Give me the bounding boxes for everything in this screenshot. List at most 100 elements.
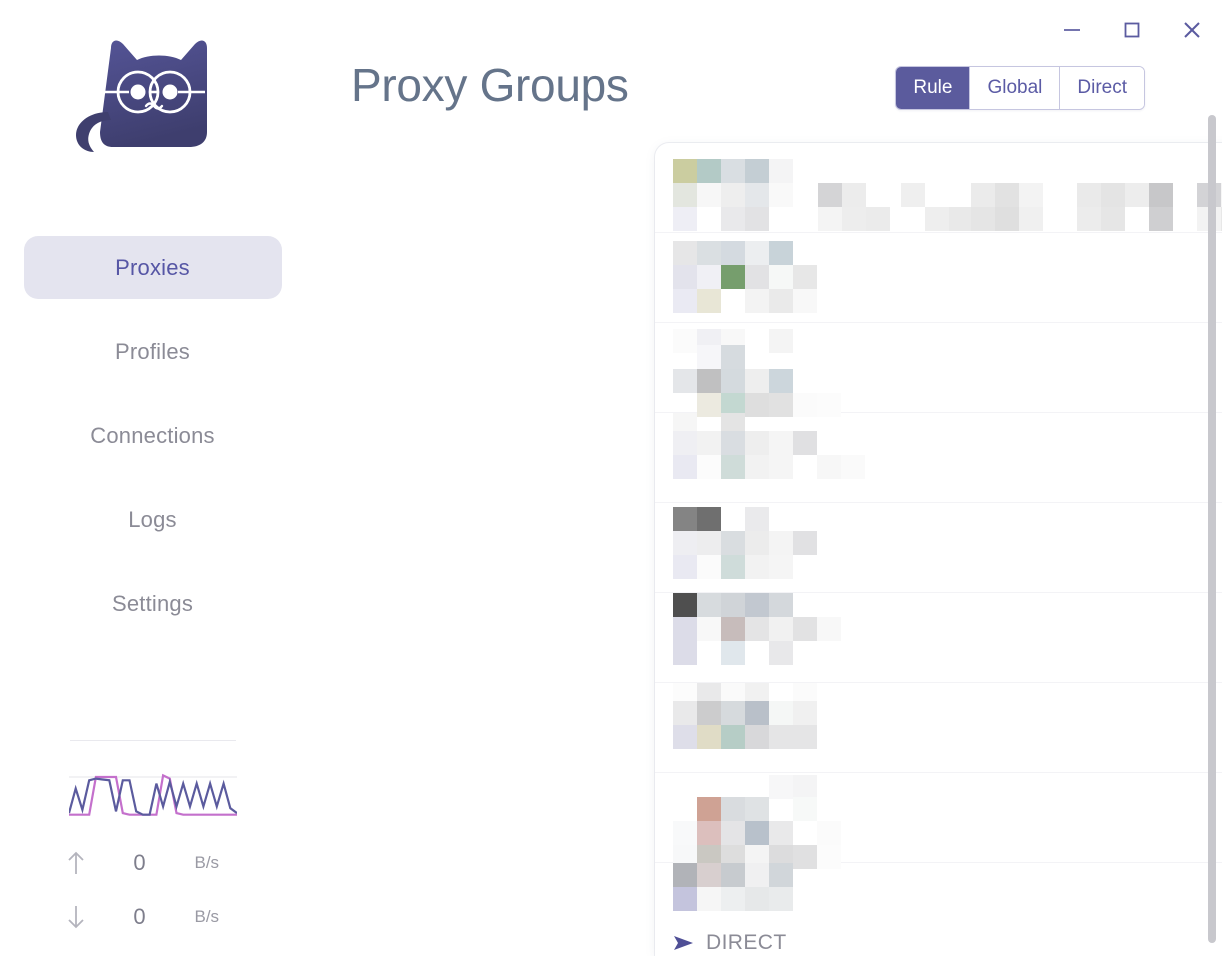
mosaic-block bbox=[697, 797, 721, 821]
mosaic-block bbox=[721, 555, 745, 579]
proxy-group-row[interactable] bbox=[655, 323, 1222, 417]
mosaic-block bbox=[745, 159, 769, 183]
scrollbar-thumb[interactable] bbox=[1208, 115, 1216, 943]
mosaic-block bbox=[697, 725, 721, 749]
upload-speed-unit: B/s bbox=[194, 853, 220, 872]
mosaic-block bbox=[673, 159, 697, 183]
mosaic-block bbox=[866, 207, 890, 231]
mosaic-block bbox=[745, 887, 769, 911]
mosaic-block bbox=[673, 593, 697, 617]
sidebar-item-proxies[interactable]: Proxies bbox=[23, 236, 282, 299]
mosaic-block bbox=[673, 863, 697, 887]
mosaic-block bbox=[769, 393, 793, 417]
mosaic-block bbox=[673, 455, 697, 479]
close-button[interactable] bbox=[1162, 0, 1222, 60]
mosaic-block bbox=[721, 531, 745, 555]
mosaic-block bbox=[745, 863, 769, 887]
mosaic-block bbox=[1101, 183, 1125, 207]
sidebar-item-logs[interactable]: Logs bbox=[24, 488, 282, 551]
mosaic-block bbox=[971, 207, 995, 231]
mosaic-block bbox=[721, 617, 745, 641]
mosaic-block bbox=[769, 725, 793, 749]
proxy-group-row[interactable] bbox=[655, 503, 1222, 593]
proxy-node-direct[interactable]: DIRECT bbox=[673, 931, 787, 955]
proxy-group-row[interactable] bbox=[655, 413, 1222, 503]
download-speed-value: 0 bbox=[133, 904, 146, 929]
mode-button-global[interactable]: Global bbox=[969, 67, 1060, 109]
mode-button-direct[interactable]: Direct bbox=[1059, 67, 1144, 109]
mosaic-block bbox=[673, 725, 697, 749]
clash-cat-logo-icon bbox=[53, 20, 253, 225]
proxy-node-label: DIRECT bbox=[706, 931, 787, 954]
mosaic-block bbox=[697, 431, 721, 455]
mosaic-block bbox=[745, 507, 769, 531]
mosaic-block bbox=[1101, 207, 1125, 231]
proxy-group-row[interactable] bbox=[655, 233, 1222, 323]
redacted-group-name bbox=[673, 233, 1222, 323]
mosaic-block bbox=[697, 159, 721, 183]
mosaic-block bbox=[769, 369, 793, 393]
proxy-group-row[interactable] bbox=[655, 773, 1222, 869]
mosaic-block bbox=[793, 393, 817, 417]
proxy-group-row[interactable]: DIRECT bbox=[655, 863, 1222, 955]
mosaic-block bbox=[697, 617, 721, 641]
sidebar-item-label: Logs bbox=[128, 506, 177, 532]
mosaic-block bbox=[673, 887, 697, 911]
mosaic-block bbox=[745, 369, 769, 393]
sidebar-item-label: Settings bbox=[111, 590, 194, 616]
mosaic-block bbox=[673, 329, 697, 353]
mosaic-block bbox=[925, 207, 949, 231]
proxy-group-row[interactable] bbox=[655, 683, 1222, 773]
mosaic-block bbox=[769, 265, 793, 289]
arrow-down-icon bbox=[53, 903, 99, 931]
mosaic-block bbox=[817, 617, 841, 641]
mosaic-block bbox=[721, 887, 745, 911]
vertical-scrollbar[interactable] bbox=[1208, 115, 1216, 945]
mode-button-rule[interactable]: Rule bbox=[896, 67, 970, 109]
sidebar-item-profiles[interactable]: Profiles bbox=[24, 320, 282, 383]
mosaic-block bbox=[745, 821, 769, 845]
mosaic-block bbox=[841, 455, 865, 479]
mosaic-block bbox=[1077, 207, 1101, 231]
sidebar-item-label: Proxies bbox=[115, 254, 190, 280]
mosaic-block bbox=[697, 393, 721, 417]
mosaic-block bbox=[745, 241, 769, 265]
sidebar-item-label: Connections bbox=[90, 422, 215, 448]
proxy-group-list[interactable]: DIRECT bbox=[655, 143, 1222, 956]
mosaic-block bbox=[769, 159, 793, 183]
redacted-group-name bbox=[673, 593, 1222, 683]
sidebar-item-settings[interactable]: Settings bbox=[24, 572, 282, 635]
sidebar-item-connections[interactable]: Connections bbox=[24, 404, 282, 467]
proxy-group-row[interactable] bbox=[655, 143, 1222, 233]
mosaic-block bbox=[721, 265, 745, 289]
mosaic-block bbox=[673, 289, 697, 313]
mosaic-block bbox=[793, 775, 817, 799]
mosaic-block bbox=[697, 183, 721, 207]
minimize-button[interactable] bbox=[1042, 0, 1102, 60]
mosaic-block bbox=[901, 183, 925, 207]
mosaic-block bbox=[995, 207, 1019, 231]
maximize-button[interactable] bbox=[1102, 0, 1162, 60]
proxy-group-row[interactable] bbox=[655, 593, 1222, 683]
mosaic-block bbox=[721, 345, 745, 369]
mosaic-block bbox=[769, 775, 793, 799]
mosaic-block bbox=[673, 431, 697, 455]
mosaic-block bbox=[793, 845, 817, 869]
mosaic-block bbox=[745, 797, 769, 821]
mosaic-block bbox=[1019, 207, 1043, 231]
mosaic-block bbox=[673, 701, 697, 725]
mosaic-block bbox=[971, 183, 995, 207]
mosaic-block bbox=[793, 265, 817, 289]
mosaic-block bbox=[817, 845, 841, 869]
mosaic-block bbox=[793, 431, 817, 455]
mosaic-block bbox=[793, 531, 817, 555]
mosaic-block bbox=[1149, 207, 1173, 231]
mosaic-block bbox=[793, 797, 817, 821]
mosaic-block bbox=[721, 431, 745, 455]
mosaic-block bbox=[745, 531, 769, 555]
mosaic-block bbox=[769, 555, 793, 579]
mosaic-block bbox=[1019, 183, 1043, 207]
mosaic-block bbox=[745, 455, 769, 479]
mosaic-block bbox=[673, 641, 697, 665]
